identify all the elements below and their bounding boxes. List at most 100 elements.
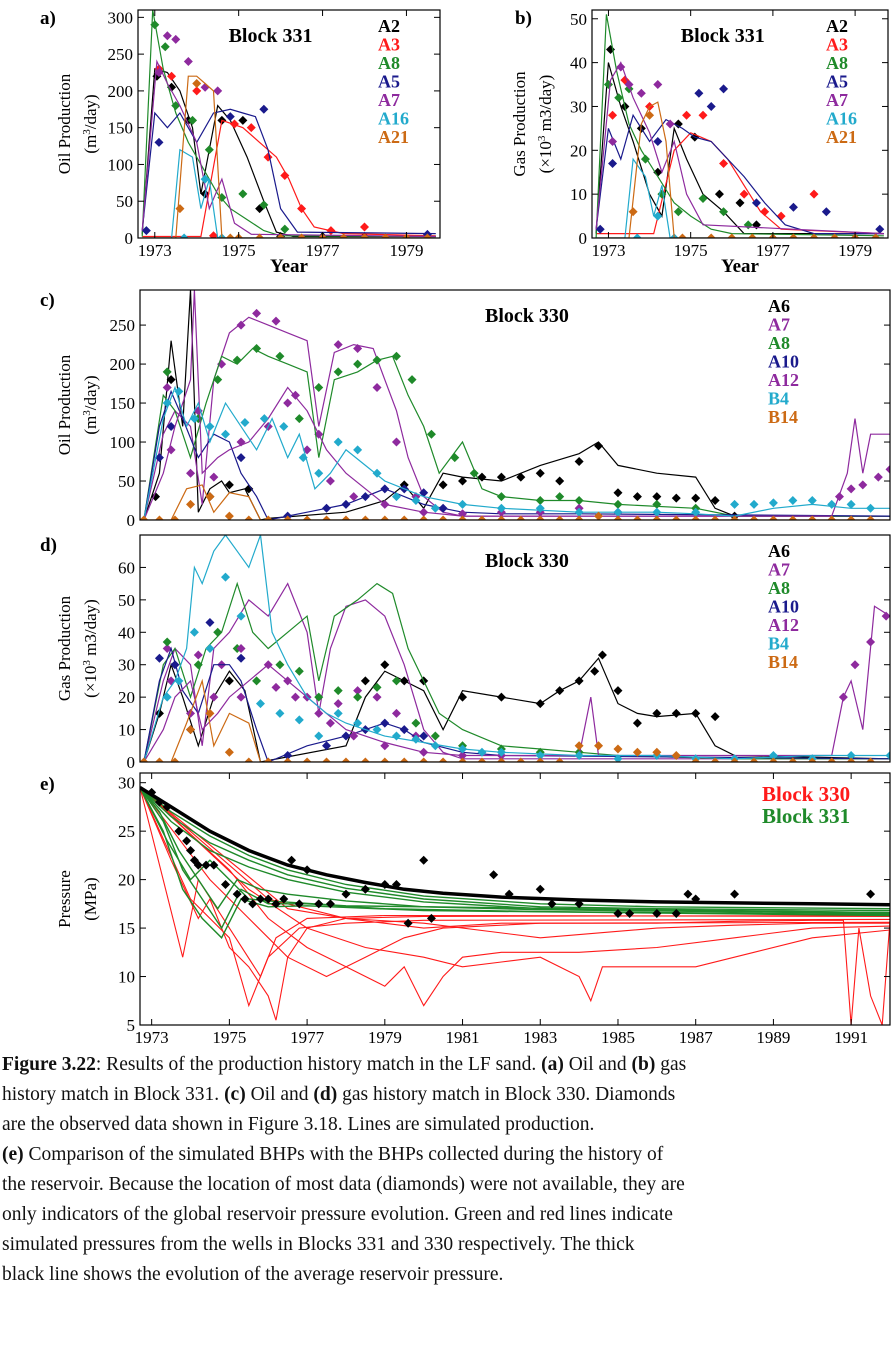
observed-pressure-point [419,855,429,865]
data-point-b14 [341,757,351,762]
data-point-b4 [205,644,215,653]
data-point-a3 [739,189,749,199]
data-point-a12 [283,398,293,408]
data-point-a7 [391,708,401,718]
x-tick-label: 1981 [446,1028,480,1047]
y-tick-label: 150 [108,119,134,138]
data-point-b4 [846,499,856,509]
data-point-a3 [608,110,618,120]
series-line-a5 [595,113,884,235]
observed-pressure-point [314,899,324,909]
data-point-a8 [574,496,584,506]
data-point-a3 [209,231,218,238]
data-point-b14 [263,757,273,762]
y-tick-label: 0 [125,229,134,248]
data-point-a8 [193,660,203,670]
data-point-a7 [665,119,675,129]
data-point-b4 [730,499,740,509]
data-point-a21 [297,233,307,238]
data-point-b14 [458,757,468,762]
block330-pressure-line [140,787,890,1025]
data-point-a7 [290,692,300,702]
y-tick-label: 50 [118,472,135,491]
observed-pressure-point [162,802,172,812]
series-line-a8 [141,10,436,238]
data-point-b4 [174,386,184,396]
x-axis-label: year [497,1043,533,1048]
data-point-b14 [827,757,837,762]
data-point-b14 [516,757,526,762]
data-point-a7 [608,137,618,147]
data-point-a12 [263,660,273,670]
data-point-b4 [652,507,662,517]
data-point-b4 [430,741,440,751]
data-point-b4 [458,744,468,754]
data-point-a8 [407,375,417,385]
data-point-b14 [574,741,584,751]
data-point-b14 [360,757,370,762]
data-point-a8 [275,351,285,361]
data-point-a5 [653,137,663,147]
x-tick-label: 1973 [135,1028,169,1047]
data-point-a16 [179,233,189,238]
data-point-b4 [458,499,468,509]
y-tick-label: 0 [127,511,136,530]
observed-pressure-point [182,836,192,846]
data-point-a7 [271,682,281,692]
data-point-b4 [353,718,363,728]
series-line-a5 [141,108,436,235]
observed-pressure-point [671,909,681,919]
data-point-a6 [671,493,681,503]
data-point-a12 [458,509,468,519]
x-tick-label: 1985 [601,1028,635,1047]
data-point-b4 [768,498,778,508]
data-point-a12 [458,751,468,761]
observed-pressure-point [504,889,514,899]
data-point-b4 [333,437,343,447]
data-point-a5 [259,104,269,114]
data-point-a21 [645,110,655,120]
x-tick-label: 1979 [389,241,423,260]
observed-pressure-point [652,909,662,919]
y-tick-label: 40 [118,623,135,642]
data-point-a21 [360,233,369,238]
data-point-a6 [594,441,604,451]
data-point-b14 [341,515,351,520]
series-line-a8 [595,14,884,238]
data-point-a12 [380,499,390,509]
data-point-b14 [768,757,778,762]
data-point-a8 [162,367,172,377]
panel-label: a) [40,8,56,29]
data-point-a6 [613,488,623,498]
data-point-a7 [353,343,363,353]
y-tick-label: 40 [570,54,587,73]
caption-text: Oil and [245,1084,314,1105]
data-point-b14 [671,515,681,520]
data-point-b4 [314,468,324,478]
data-point-a7 [653,80,663,90]
data-point-b4 [255,699,265,709]
data-point-b14 [322,757,332,762]
data-point-b14 [186,725,196,735]
data-point-b14 [691,757,701,762]
data-point-a12 [866,637,876,647]
data-point-b14 [419,515,429,520]
legend-entry-a8: A8 [768,578,790,598]
plot-area [140,290,890,520]
observed-pressure-point [489,870,499,880]
data-point-b14 [807,515,817,520]
plot-frame [139,534,891,763]
data-point-a10 [236,453,246,463]
block331-pressure-line [140,787,890,930]
legend-entry-a12: A12 [768,370,799,390]
data-point-a6 [496,692,506,702]
data-point-b14 [170,757,180,762]
data-point-a3 [760,207,770,217]
data-point-a10 [154,453,164,463]
legend-entry-b4: B4 [768,389,789,409]
data-point-a3 [776,211,786,221]
data-point-a6 [691,493,701,503]
data-point-a7 [183,56,193,66]
y-tick-label: 10 [118,721,135,740]
data-point-a5 [821,207,831,217]
